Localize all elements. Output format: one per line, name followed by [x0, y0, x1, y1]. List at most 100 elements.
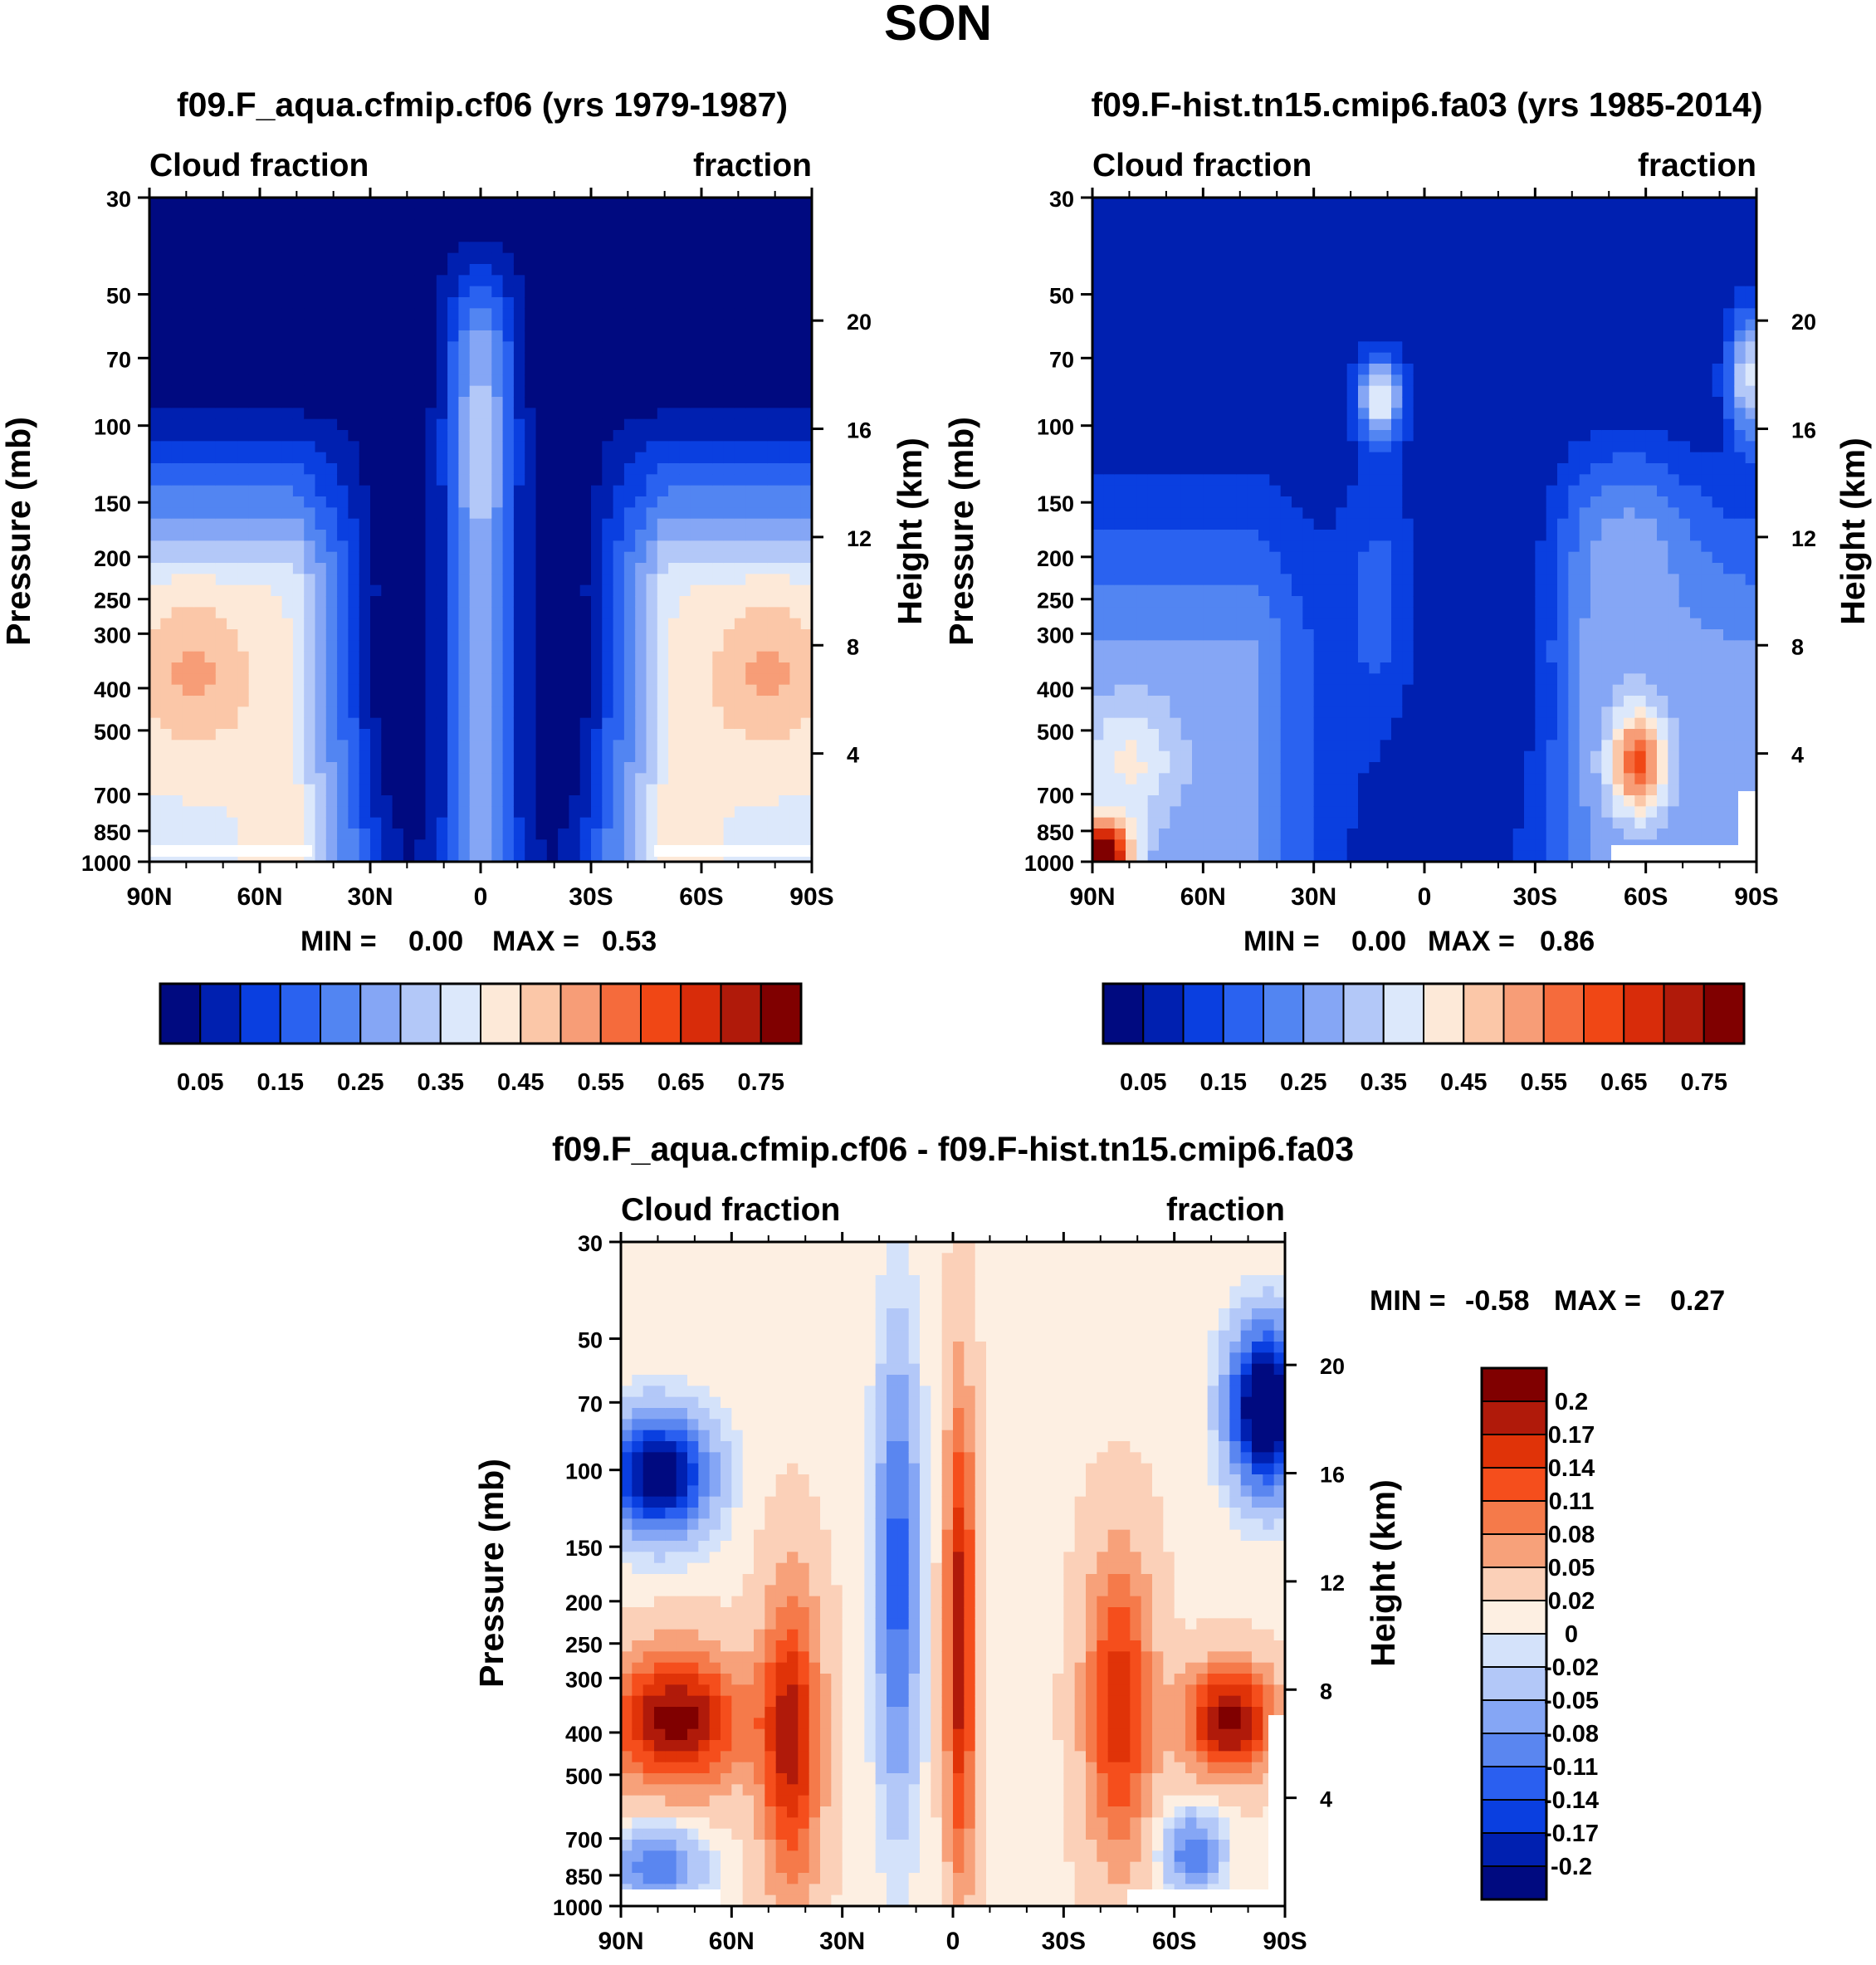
contour-cell	[767, 208, 779, 221]
contour-cell	[491, 308, 504, 320]
colorbar-box	[520, 983, 562, 1044]
contour-cell	[734, 662, 746, 674]
contour-cell	[613, 729, 625, 741]
contour-cell	[1302, 319, 1315, 331]
contour-cell	[579, 574, 592, 586]
contour-cell	[1247, 408, 1259, 420]
contour-cell	[204, 418, 217, 431]
contour-cell	[1170, 507, 1182, 520]
contour-cell	[734, 651, 746, 663]
contour-cell	[1225, 275, 1237, 287]
contour-cell	[690, 673, 702, 686]
contour-cell	[193, 706, 206, 719]
contour-cell	[414, 219, 427, 232]
contour-cell	[613, 264, 625, 276]
contour-cell	[1114, 319, 1126, 331]
contour-cell	[271, 829, 283, 840]
contour-cell	[337, 330, 349, 342]
contour-cell	[436, 740, 448, 752]
contour-cell	[271, 319, 283, 331]
contour-cell	[1159, 341, 1170, 354]
contour-cell	[767, 773, 779, 785]
contour-cell	[1225, 629, 1237, 641]
contour-cell	[370, 530, 382, 541]
contour-cell	[315, 684, 327, 697]
contour-cell	[1269, 574, 1282, 586]
contour-cell	[613, 762, 625, 774]
contour-cell	[149, 540, 161, 553]
contour-cell	[502, 762, 515, 774]
contour-cell	[712, 706, 725, 719]
contour-cell	[370, 198, 382, 209]
contour-cell	[1302, 574, 1315, 586]
contour-cell	[1203, 231, 1215, 242]
contour-cell	[558, 231, 569, 242]
contour-cell	[392, 651, 404, 663]
contour-cell	[237, 264, 250, 276]
contour-cell	[1180, 684, 1193, 697]
contour-cell	[491, 673, 504, 686]
contour-cell	[1302, 397, 1315, 408]
contour-cell	[723, 219, 735, 232]
y-tick-label: 700	[94, 784, 131, 809]
contour-cell	[734, 629, 746, 641]
contour-cell	[623, 418, 636, 431]
contour-cell	[381, 584, 393, 597]
contour-cell	[414, 308, 427, 320]
contour-cell	[789, 607, 802, 619]
contour-cell	[1280, 341, 1292, 354]
contour-cell	[579, 629, 592, 641]
contour-cell	[425, 219, 437, 232]
contour-cell	[1136, 673, 1149, 686]
contour-cell	[227, 829, 238, 840]
contour-cell	[481, 618, 492, 630]
contour-cell	[469, 829, 481, 840]
contour-cell	[315, 308, 327, 320]
contour-cell	[403, 286, 415, 298]
contour-cell	[635, 829, 647, 840]
contour-cell	[668, 452, 680, 464]
contour-cell	[491, 762, 504, 774]
contour-cell	[513, 784, 525, 796]
contour-cell	[789, 729, 802, 741]
contour-cell	[1313, 275, 1326, 287]
contour-cell	[381, 795, 393, 807]
contour-cell	[1092, 364, 1104, 375]
contour-cell	[1103, 850, 1116, 863]
contour-cell	[1236, 607, 1248, 619]
contour-cell	[591, 651, 603, 663]
contour-cell	[359, 607, 371, 619]
contour-cell	[403, 651, 415, 663]
contour-cell	[193, 252, 206, 265]
contour-cell	[756, 530, 769, 541]
contour-cell	[337, 352, 349, 364]
contour-cell	[1147, 773, 1160, 785]
contour-cell	[149, 518, 161, 530]
contour-cell	[623, 219, 636, 232]
contour-cell	[613, 430, 625, 442]
contour-cell	[1258, 618, 1270, 630]
contour-cell	[613, 596, 625, 608]
contour-cell	[1292, 374, 1303, 387]
contour-cell	[381, 430, 393, 442]
contour-cell	[458, 696, 471, 707]
contour-cell	[712, 750, 725, 763]
contour-cell	[481, 596, 492, 608]
contour-cell	[1280, 242, 1292, 254]
contour-cell	[1313, 584, 1326, 597]
contour-cell	[646, 264, 658, 276]
contour-cell	[591, 784, 603, 796]
contour-cell	[1092, 231, 1104, 242]
contour-cell	[304, 584, 316, 597]
contour-cell	[1292, 275, 1303, 287]
contour-cell	[1302, 706, 1315, 719]
contour-cell	[591, 518, 603, 530]
contour-cell	[756, 385, 769, 398]
contour-cell	[546, 374, 559, 387]
contour-cell	[204, 629, 217, 641]
contour-cell	[513, 850, 525, 863]
contour-cell	[304, 330, 316, 342]
contour-cell	[392, 364, 404, 375]
contour-cell	[569, 275, 581, 287]
contour-cell	[579, 275, 592, 287]
